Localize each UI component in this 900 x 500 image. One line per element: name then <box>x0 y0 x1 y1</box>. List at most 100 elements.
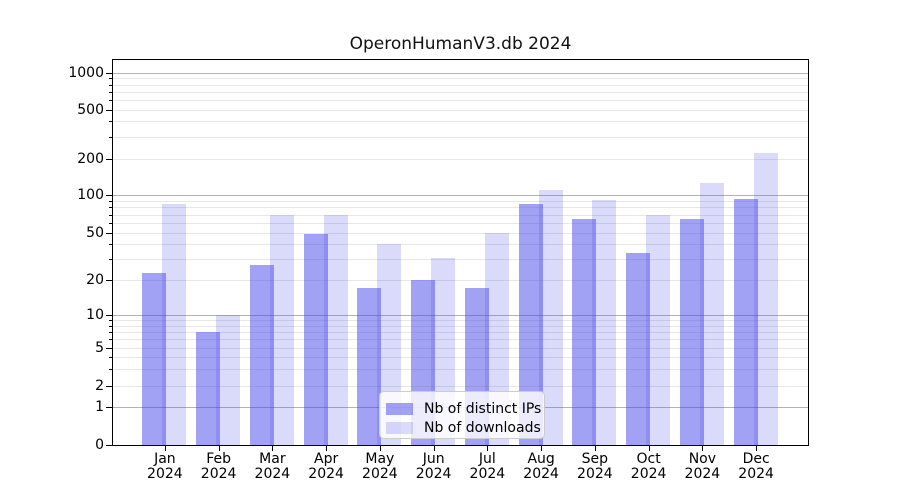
gridline-minor <box>113 200 808 202</box>
gridline-minor <box>113 214 808 216</box>
x-tick <box>702 446 704 451</box>
y-tick-minor <box>109 357 112 359</box>
x-tick-month: Apr <box>314 451 339 467</box>
y-tick-label: 1 <box>95 399 104 415</box>
x-tick-label: Aug 2024 <box>511 452 571 482</box>
chart-title: OperonHumanV3.db 2024 <box>349 34 572 54</box>
y-tick-label: 0 <box>95 437 104 453</box>
x-tick-label: Mar 2024 <box>242 452 302 482</box>
x-tick-year: 2024 <box>308 466 344 482</box>
y-tick-label: 200 <box>77 150 104 167</box>
x-tick-month: Oct <box>636 451 661 467</box>
gridline-minor <box>113 233 808 234</box>
y-tick-label: 1000 <box>68 64 104 81</box>
y-tick-minor <box>109 320 112 322</box>
bar-ips-apr <box>303 234 328 445</box>
gridline-minor <box>113 207 808 209</box>
gridline-minor <box>113 99 808 101</box>
gridline-minor <box>113 259 808 261</box>
y-tick-minor <box>109 207 112 209</box>
y-tick-minor <box>109 99 112 101</box>
legend-swatch-ips <box>386 402 413 415</box>
y-tick <box>106 348 112 349</box>
y-tick-label: 50 <box>86 225 104 241</box>
gridline-minor <box>113 78 808 80</box>
y-tick-minor <box>109 136 112 138</box>
gridline-minor <box>113 244 808 246</box>
x-tick-month: Feb <box>206 451 232 467</box>
y-tick <box>106 158 112 160</box>
x-tick <box>594 446 596 451</box>
y-tick-label: 2 <box>95 378 104 394</box>
gridline-major <box>113 72 808 74</box>
y-tick-label: 5 <box>95 340 104 356</box>
bar-downloads-nov <box>699 183 724 445</box>
y-tick-label: 500 <box>77 101 104 118</box>
y-tick <box>106 195 112 196</box>
bar-ips-may <box>357 288 382 445</box>
y-tick-minor <box>109 214 112 216</box>
x-tick <box>756 446 758 451</box>
y-tick <box>106 72 112 74</box>
x-tick-year: 2024 <box>147 466 183 482</box>
x-tick-year: 2024 <box>415 466 452 482</box>
gridline-minor <box>113 357 808 359</box>
y-tick-label: 20 <box>86 272 104 288</box>
x-tick-year: 2024 <box>469 466 506 482</box>
y-tick-minor <box>109 331 112 333</box>
x-tick <box>541 446 543 451</box>
y-tick-minor <box>109 121 112 123</box>
x-tick-year: 2024 <box>362 466 398 482</box>
y-tick <box>106 445 112 446</box>
x-tick-month: Mar <box>259 451 286 467</box>
legend-item-downloads: Nb of downloads <box>386 418 541 437</box>
x-tick <box>218 446 220 451</box>
legend: Nb of distinct IPs Nb of downloads <box>379 391 545 439</box>
x-tick-month: May <box>365 451 395 467</box>
y-tick-minor <box>109 200 112 202</box>
legend-item-distinct-ips: Nb of distinct IPs <box>386 399 541 418</box>
x-tick-month: Nov <box>688 451 717 467</box>
x-tick <box>326 446 328 451</box>
x-tick-label: May 2024 <box>350 452 410 482</box>
y-tick-minor <box>109 325 112 327</box>
gridline-minor <box>113 325 808 327</box>
x-tick <box>487 446 489 451</box>
gridline-minor <box>113 223 808 224</box>
gridline-minor <box>113 121 808 123</box>
gridline-minor <box>113 158 808 160</box>
x-tick-label: Oct 2024 <box>619 452 679 482</box>
x-tick-month: Jan <box>154 451 176 467</box>
x-tick-month: Jul <box>478 451 496 467</box>
x-tick-label: Apr 2024 <box>296 452 356 482</box>
legend-label: Nb of downloads <box>424 419 541 436</box>
x-tick-month: Sep <box>581 451 609 467</box>
x-tick-year: 2024 <box>577 466 613 482</box>
y-tick-minor <box>109 369 112 371</box>
y-tick-label: 100 <box>77 187 104 203</box>
x-tick <box>379 446 381 451</box>
bar-downloads-jan <box>162 203 187 445</box>
x-tick-month: Jun <box>422 451 445 467</box>
bar-ips-nov <box>679 219 704 445</box>
x-tick <box>272 446 274 451</box>
bar-downloads-oct <box>646 214 671 445</box>
x-tick-year: 2024 <box>200 466 237 482</box>
bar-downloads-sep <box>592 199 617 445</box>
y-tick-minor <box>109 259 112 261</box>
gridline-minor <box>113 339 808 341</box>
x-tick-year: 2024 <box>254 466 291 482</box>
gridline-minor <box>113 91 808 93</box>
y-tick <box>106 386 112 387</box>
bar-downloads-mar <box>269 214 294 445</box>
x-tick-label: Jul 2024 <box>457 452 517 482</box>
y-tick <box>106 280 112 281</box>
x-tick <box>433 446 435 451</box>
x-tick-year: 2024 <box>738 466 774 482</box>
y-tick-minor <box>109 91 112 93</box>
bar-ips-feb <box>196 331 221 445</box>
bar-ips-dec <box>733 198 758 445</box>
x-tick-label: Feb 2024 <box>189 452 249 482</box>
x-tick-label: Jun 2024 <box>404 452 464 482</box>
